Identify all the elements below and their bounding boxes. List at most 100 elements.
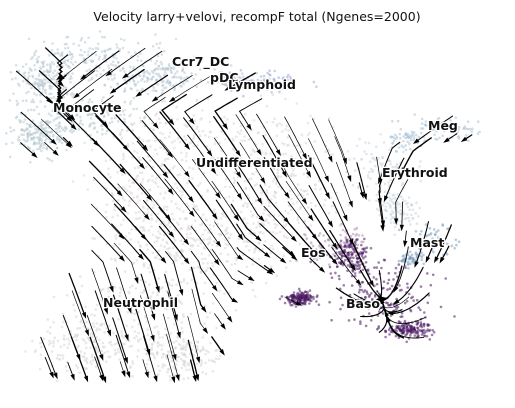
cell-point (177, 223, 180, 226)
streamline (209, 267, 236, 302)
cell-point (257, 220, 260, 224)
cell-point (52, 96, 56, 99)
cell-point (149, 295, 153, 299)
cell-point (373, 164, 377, 168)
cell-point (182, 77, 186, 80)
cell-point (263, 183, 267, 186)
cell-point (123, 38, 126, 42)
cell-point (91, 76, 94, 80)
cell-point (133, 166, 137, 170)
cell-point (176, 355, 180, 359)
cell-point (362, 299, 365, 303)
cell-point (31, 98, 34, 102)
cell-point (43, 105, 47, 108)
cell-point (203, 66, 206, 69)
cell-point (283, 301, 287, 305)
cell-point (241, 72, 244, 75)
cell-point (129, 102, 132, 106)
cell-point (141, 139, 145, 142)
cell-point (162, 80, 165, 83)
streamline (159, 111, 189, 148)
cell-point (192, 114, 196, 117)
cell-point (191, 243, 195, 247)
cluster-label-lymphoid: Lymphoid (228, 77, 296, 92)
cell-point (196, 125, 199, 128)
cell-point (188, 268, 191, 271)
cell-point (35, 105, 39, 109)
cell-point (173, 75, 176, 78)
cell-point (355, 267, 359, 271)
cell-point (163, 136, 167, 140)
cell-point (386, 282, 390, 285)
cell-point (339, 242, 342, 245)
cell-point (82, 57, 86, 61)
cell-point (184, 138, 187, 142)
cell-point (430, 333, 434, 337)
cell-point (121, 197, 125, 200)
cell-point (81, 98, 84, 102)
cell-point (414, 251, 418, 254)
cell-point (109, 47, 112, 51)
cell-point (291, 303, 294, 307)
cell-point (350, 260, 354, 263)
cell-point (143, 229, 147, 232)
cell-point (409, 309, 413, 313)
streamline (310, 208, 337, 248)
cell-point (186, 282, 189, 285)
streamline-arrowhead (413, 138, 420, 144)
cell-point (57, 51, 60, 55)
cell-point (431, 237, 434, 240)
cell-point (223, 138, 227, 141)
cell-point (75, 364, 78, 367)
cell-point (107, 167, 110, 170)
cell-point (359, 251, 363, 254)
cell-point (5, 142, 8, 146)
cell-point (206, 243, 210, 246)
cell-point (111, 78, 114, 81)
cell-point (335, 257, 339, 261)
cell-point (248, 159, 251, 163)
cell-point (62, 320, 65, 324)
cell-point (423, 311, 426, 314)
cell-point (137, 156, 141, 159)
cell-point (86, 327, 90, 331)
cell-point (244, 112, 247, 116)
cell-point (306, 192, 310, 196)
cell-point (239, 129, 243, 132)
cell-point (391, 142, 394, 145)
cell-point (164, 270, 168, 274)
cell-point (476, 120, 480, 123)
cell-point (264, 218, 268, 222)
cell-point (286, 212, 290, 215)
cell-point (250, 214, 254, 218)
cell-point (315, 258, 319, 262)
cell-point (58, 140, 61, 143)
cell-point (179, 357, 183, 361)
cell-point (42, 60, 46, 63)
cell-point (155, 220, 158, 223)
cell-point (109, 109, 112, 113)
cell-point (223, 115, 226, 119)
cell-point (96, 130, 99, 134)
cell-point (457, 137, 461, 140)
cell-point (39, 66, 42, 69)
cell-point (166, 299, 169, 303)
cell-point (239, 124, 243, 128)
cell-point (179, 239, 183, 243)
streamline-arrowhead (66, 140, 73, 147)
cell-point (156, 341, 160, 344)
cell-point (246, 202, 250, 206)
cell-point (117, 350, 121, 354)
cell-point (348, 158, 351, 161)
cell-point (273, 85, 277, 88)
cell-point (297, 221, 301, 225)
streamline (86, 314, 103, 358)
streamline-arrowhead (236, 254, 244, 261)
cell-point (203, 281, 207, 285)
cell-point (87, 53, 90, 57)
cell-point (402, 212, 406, 216)
cell-point (43, 143, 46, 147)
streamline-arrowhead (167, 188, 174, 195)
cell-point (66, 337, 69, 341)
cell-point (168, 131, 172, 135)
